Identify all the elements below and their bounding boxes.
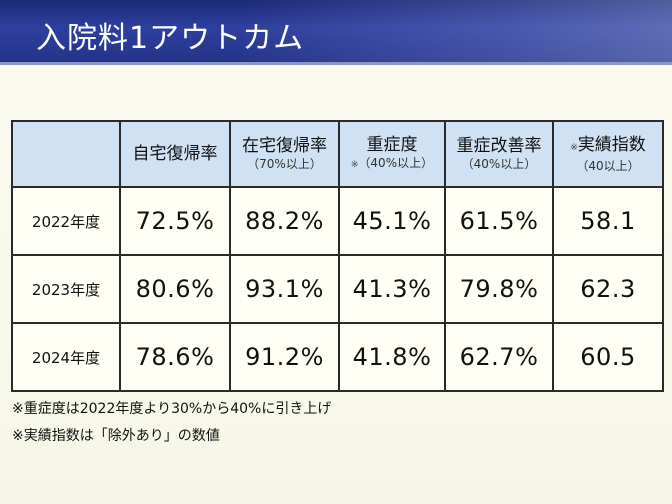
row-label: 2023年度	[11, 254, 121, 324]
table-row: 2023年度 80.6% 93.1% 41.3% 79.8% 62.3	[11, 254, 664, 324]
outcome-table: 自宅復帰率 在宅復帰率 （70%以上） 重症度 ※（40%以上） 重症改善率 （…	[11, 120, 664, 392]
footnotes: ※重症度は2022年度より30%から40%に引き上げ ※実績指数は「除外あり」の…	[12, 396, 331, 450]
header-note-mark: ※	[570, 142, 578, 153]
header-label: 在宅復帰率	[242, 136, 327, 156]
cell-home-return-rate: 80.6%	[119, 254, 231, 324]
title-bar: 入院料1アウトカム	[0, 0, 672, 65]
cell-severity: 45.1%	[338, 186, 446, 256]
header-in-home-return-rate: 在宅復帰率 （70%以上）	[229, 120, 340, 188]
header-severity: 重症度 ※（40%以上）	[338, 120, 446, 188]
footnote-severity: ※重症度は2022年度より30%から40%に引き上げ	[12, 401, 332, 417]
cell-performance-index: 58.1	[552, 186, 664, 256]
cell-severity-improvement: 61.5%	[444, 186, 554, 256]
header-home-return-rate: 自宅復帰率	[119, 120, 231, 188]
header-threshold: （40%以上）	[358, 156, 434, 170]
footnote-performance-index: ※実績指数は「除外あり」の数値	[12, 428, 220, 444]
table-header-row: 自宅復帰率 在宅復帰率 （70%以上） 重症度 ※（40%以上） 重症改善率 （…	[11, 120, 664, 188]
header-threshold: （40%以上）	[461, 157, 537, 171]
header-label: 重症改善率	[456, 136, 542, 156]
row-label: 2022年度	[11, 186, 121, 256]
cell-home-return-rate: 78.6%	[119, 322, 231, 392]
header-label-line: ※実績指数	[554, 135, 662, 158]
header-threshold-line: ※（40%以上）	[340, 155, 444, 173]
header-corner	[11, 120, 121, 188]
cell-performance-index: 60.5	[552, 322, 664, 392]
header-label: 自宅復帰率	[132, 144, 218, 164]
row-label: 2024年度	[11, 322, 121, 392]
cell-severity-improvement: 62.7%	[444, 322, 554, 392]
cell-performance-index: 62.3	[552, 254, 664, 324]
table-row: 2024年度 78.6% 91.2% 41.8% 62.7% 60.5	[11, 322, 664, 392]
cell-severity-improvement: 79.8%	[444, 254, 554, 324]
cell-severity: 41.8%	[338, 322, 446, 392]
page-title: 入院料1アウトカム	[36, 21, 305, 56]
header-label: 重症度	[366, 135, 418, 155]
header-performance-index: ※実績指数 （40以上）	[552, 120, 664, 188]
header-label: 実績指数	[577, 134, 646, 155]
title-sheen	[242, 0, 672, 62]
header-threshold: （40以上）	[576, 158, 640, 173]
cell-in-home-return-rate: 88.2%	[229, 186, 340, 256]
cell-home-return-rate: 72.5%	[119, 186, 231, 256]
header-threshold: （70%以上）	[247, 157, 322, 171]
header-note-mark: ※	[350, 160, 359, 170]
header-severity-improvement: 重症改善率 （40%以上）	[444, 120, 554, 188]
table-row: 2022年度 72.5% 88.2% 45.1% 61.5% 58.1	[11, 186, 664, 256]
cell-severity: 41.3%	[338, 254, 446, 324]
cell-in-home-return-rate: 93.1%	[229, 254, 340, 324]
cell-in-home-return-rate: 91.2%	[229, 322, 340, 392]
